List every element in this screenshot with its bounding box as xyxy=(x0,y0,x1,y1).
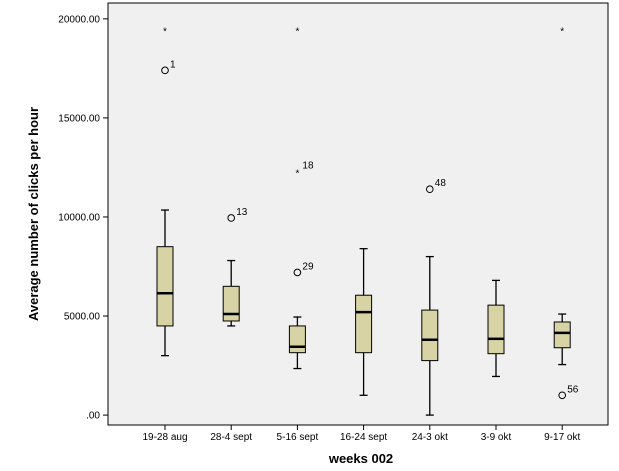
y-axis-title: Average number of clicks per hour xyxy=(26,107,41,321)
extreme-outlier-star: * xyxy=(295,27,299,38)
x-tick-label: 3-9 okt xyxy=(481,432,512,443)
outlier-case-label: 48 xyxy=(435,178,447,189)
y-tick-label: 5000.00 xyxy=(64,312,101,323)
outlier-circle xyxy=(558,391,567,400)
plot-area xyxy=(107,2,609,426)
x-axis-title: weeks 002 xyxy=(328,451,393,466)
iqr-box xyxy=(156,246,174,327)
y-axis: .00 5000.00 10000.00 15000.00 20000.00 xyxy=(58,14,108,422)
outlier-circle xyxy=(426,185,434,194)
outlier-case-label: 13 xyxy=(236,207,248,218)
box-24-3-okt xyxy=(421,255,439,416)
x-tick-label: 5-16 sept xyxy=(277,432,319,443)
outlier-case-label: 56 xyxy=(567,384,579,395)
x-axis: 19-28 aug 28-4 sept 5-16 sept 16-24 sept 24-… xyxy=(142,425,580,443)
y-tick-label: 10000.00 xyxy=(58,212,100,223)
iqr-box xyxy=(421,309,439,362)
iqr-box xyxy=(222,285,240,322)
iqr-box xyxy=(355,294,373,354)
outlier-circle xyxy=(227,214,235,222)
outlier-circle xyxy=(161,66,169,75)
box-16-24-sept xyxy=(355,248,373,396)
iqr-box xyxy=(553,321,571,349)
outlier-case-label: 1 xyxy=(170,59,176,70)
box-9-17-okt xyxy=(553,313,571,366)
x-tick-label: 19-28 aug xyxy=(142,432,187,443)
x-tick-label: 28-4 sept xyxy=(210,432,252,443)
extreme-outlier-star: * xyxy=(560,27,564,38)
extreme-outlier-star: * xyxy=(295,168,299,179)
box-3-9-okt xyxy=(487,279,505,378)
box-28-4-sept xyxy=(222,259,240,327)
y-tick-label: 20000.00 xyxy=(58,14,100,25)
box-19-28-aug xyxy=(156,209,174,357)
box-series xyxy=(156,209,571,416)
box-5-16-sept xyxy=(288,316,306,370)
outlier-case-label: 18 xyxy=(302,160,314,171)
x-tick-label: 16-24 sept xyxy=(340,432,387,443)
x-tick-label: 9-17 okt xyxy=(544,432,580,443)
x-tick-label: 24-3 okt xyxy=(412,432,448,443)
outlier-circle xyxy=(293,268,302,277)
iqr-box xyxy=(288,325,306,354)
extreme-outlier-star: * xyxy=(163,27,167,38)
outlier-case-label: 29 xyxy=(302,261,314,272)
y-tick-label: 15000.00 xyxy=(58,113,100,124)
y-tick-label: .00 xyxy=(86,411,100,422)
iqr-box xyxy=(487,304,505,355)
